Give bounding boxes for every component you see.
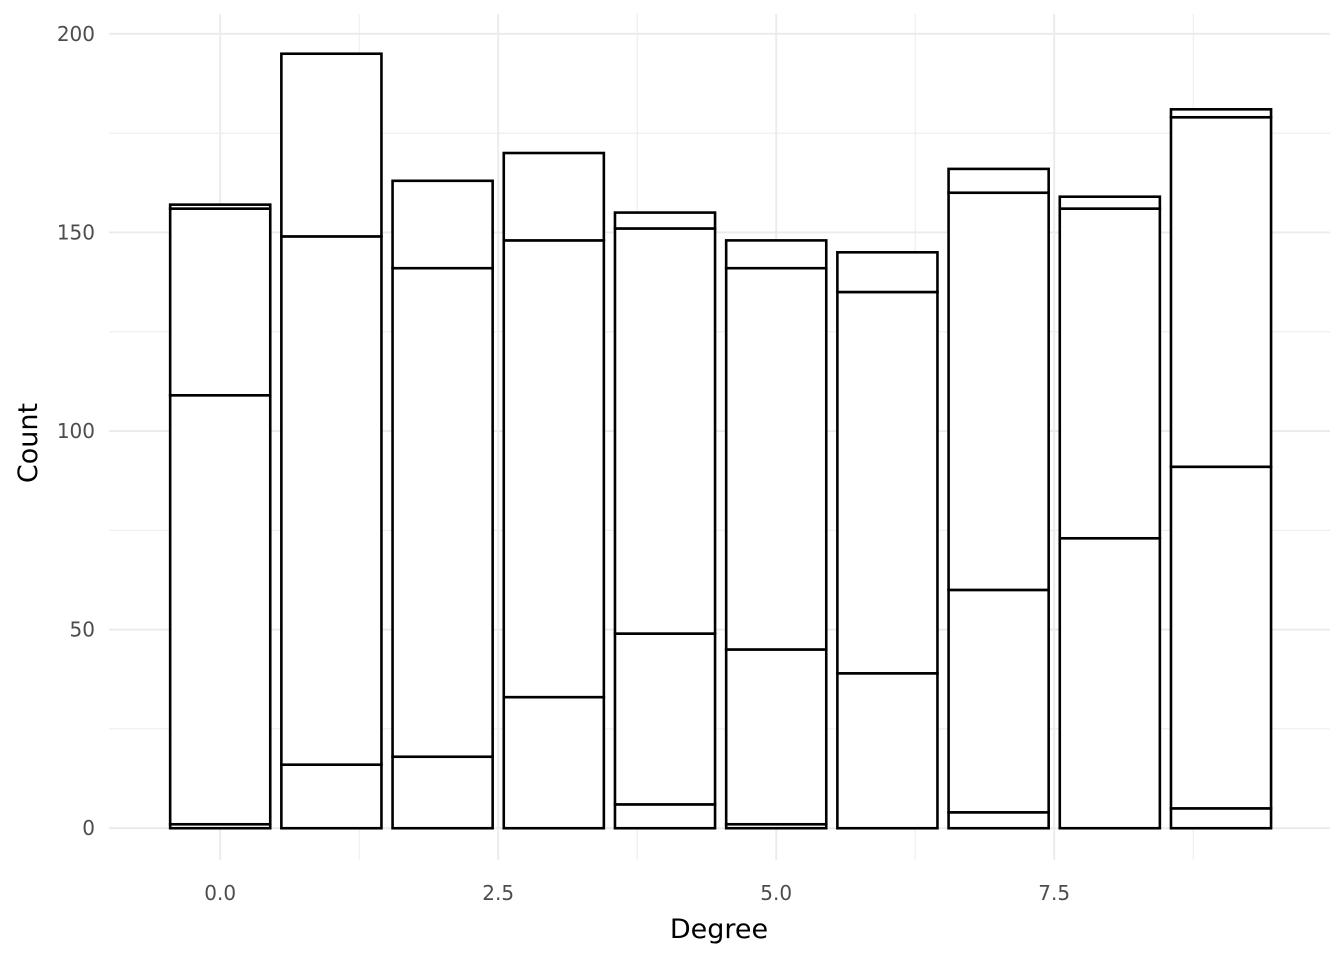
bar-segment — [502, 151, 606, 242]
bar-segment — [1169, 465, 1273, 810]
bar-segment — [724, 648, 828, 826]
bar-segment — [280, 52, 383, 238]
bar-segment — [724, 266, 828, 651]
x-axis-tick-labels: 0.0 2.5 5.0 7.5 — [204, 881, 1070, 905]
bar-segment — [836, 290, 939, 675]
bar-group-3 — [502, 151, 606, 830]
bar-segment — [947, 811, 1050, 830]
y-tick-label: 150 — [57, 220, 95, 244]
bar-group-5 — [724, 239, 828, 830]
x-tick-label: 5.0 — [760, 881, 792, 905]
bar-segment — [502, 239, 606, 699]
bar-segment — [391, 266, 494, 759]
bar-segment — [502, 695, 606, 830]
x-tick-label: 7.5 — [1038, 881, 1070, 905]
bar-segment — [168, 207, 272, 397]
bars — [168, 52, 1273, 830]
bar-group-9 — [1169, 108, 1273, 830]
bar-segment — [947, 167, 1050, 195]
bar-segment — [1169, 807, 1273, 830]
bar-segment — [280, 235, 383, 766]
x-tick-label: 2.5 — [482, 881, 514, 905]
bar-group-2 — [391, 179, 494, 830]
y-tick-label: 0 — [82, 816, 95, 840]
bar-segment — [1058, 536, 1162, 830]
bar-segment — [947, 191, 1050, 592]
bar-segment — [1169, 108, 1273, 119]
bar-segment — [947, 588, 1050, 814]
bar-segment — [836, 672, 939, 830]
bar-group-8 — [1058, 195, 1162, 830]
bar-group-7 — [947, 167, 1050, 830]
bar-group-4 — [613, 211, 717, 830]
x-tick-label: 0.0 — [204, 881, 236, 905]
bar-segment — [391, 755, 494, 830]
bar-segment — [613, 803, 717, 830]
bar-group-0 — [168, 203, 272, 830]
bar-segment — [836, 251, 939, 294]
y-tick-label: 100 — [57, 419, 95, 443]
bar-group-1 — [280, 52, 383, 830]
bar-segment — [391, 179, 494, 270]
y-tick-label: 50 — [70, 618, 95, 642]
bar-segment — [613, 211, 717, 230]
x-axis-title: Degree — [670, 914, 768, 945]
y-axis-title: Count — [13, 403, 44, 483]
bar-segment — [1169, 115, 1273, 469]
bar-segment — [168, 203, 272, 210]
bar-group-6 — [836, 251, 939, 830]
bar-segment — [1058, 195, 1162, 210]
y-axis-tick-labels: 0 50 100 150 200 — [57, 22, 95, 840]
bar-segment — [1058, 207, 1162, 540]
bar-segment — [168, 393, 272, 826]
bar-segment — [613, 227, 717, 635]
bar-segment — [280, 763, 383, 830]
y-tick-label: 200 — [57, 22, 95, 46]
bar-segment — [724, 239, 828, 270]
bar-segment — [613, 632, 717, 806]
